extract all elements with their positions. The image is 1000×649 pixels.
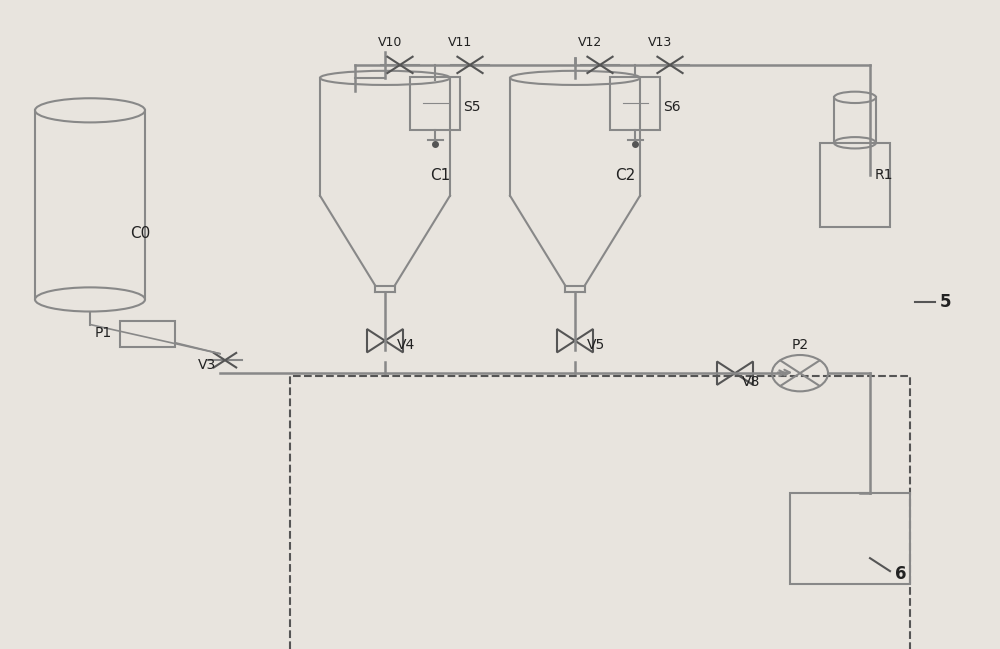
Text: 5: 5 — [940, 293, 952, 311]
Text: 6: 6 — [895, 565, 906, 583]
Text: V11: V11 — [448, 36, 472, 49]
Text: V8: V8 — [742, 374, 760, 389]
Text: R1: R1 — [875, 168, 894, 182]
Text: V13: V13 — [648, 36, 672, 49]
Text: V10: V10 — [378, 36, 402, 49]
Bar — [820, 143, 890, 227]
Text: S5: S5 — [463, 100, 480, 114]
Text: P2: P2 — [791, 338, 809, 352]
Bar — [290, 376, 910, 649]
Text: C2: C2 — [615, 167, 635, 183]
Bar — [610, 77, 660, 130]
Bar — [410, 77, 460, 130]
Text: V4: V4 — [397, 338, 415, 352]
Text: C0: C0 — [130, 226, 150, 241]
Text: V3: V3 — [198, 358, 216, 372]
Text: P1: P1 — [95, 326, 112, 340]
Bar — [790, 493, 910, 584]
Bar — [120, 321, 175, 347]
Text: V5: V5 — [587, 338, 605, 352]
Text: V12: V12 — [578, 36, 602, 49]
Text: S6: S6 — [663, 100, 681, 114]
Text: C1: C1 — [430, 167, 450, 183]
